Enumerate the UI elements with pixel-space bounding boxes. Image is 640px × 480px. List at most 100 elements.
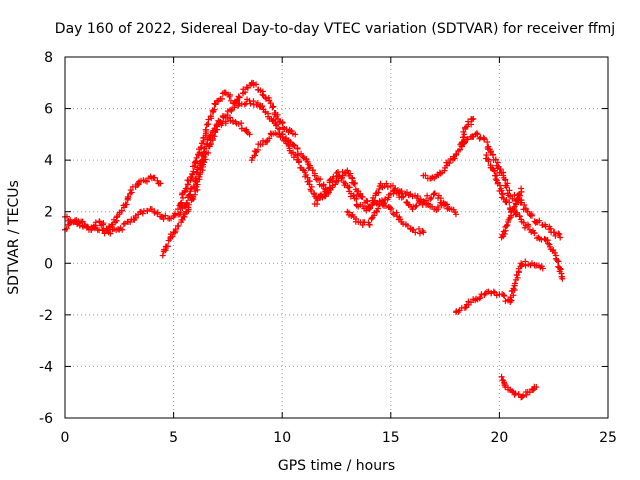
data-marker	[195, 173, 202, 180]
data-marker	[309, 167, 316, 174]
data-marker	[510, 285, 517, 292]
data-marker	[207, 113, 214, 120]
data-marker	[294, 144, 301, 151]
data-marker	[177, 209, 184, 216]
data-marker	[144, 207, 151, 214]
data-marker	[190, 183, 197, 190]
y-tick-label: -6	[39, 411, 53, 427]
series-trace-3	[159, 114, 253, 259]
data-marker	[235, 93, 242, 100]
data-point	[196, 149, 203, 156]
data-marker	[465, 118, 472, 125]
data-marker	[175, 223, 182, 230]
series-trace-5	[248, 130, 427, 237]
data-marker	[273, 121, 280, 128]
data-point	[420, 229, 427, 236]
data-marker	[413, 202, 420, 209]
data-marker	[390, 190, 397, 197]
data-marker	[290, 141, 297, 148]
data-marker	[285, 141, 292, 148]
data-marker	[556, 268, 563, 275]
data-marker	[143, 178, 150, 185]
data-marker	[177, 200, 184, 207]
data-marker	[377, 180, 384, 187]
data-marker	[501, 292, 508, 299]
data-marker	[461, 305, 468, 312]
data-marker	[205, 116, 212, 123]
data-marker	[555, 230, 562, 237]
data-marker	[473, 130, 480, 137]
data-marker	[467, 299, 474, 306]
data-marker	[242, 89, 249, 96]
data-marker	[541, 235, 548, 242]
series-trace-12	[452, 258, 546, 316]
x-tick-label: 0	[61, 430, 70, 446]
y-tick-label: -2	[39, 308, 53, 324]
data-marker	[119, 226, 126, 233]
data-marker	[125, 194, 132, 201]
data-marker	[374, 208, 381, 215]
data-marker	[555, 258, 562, 265]
data-point	[127, 219, 134, 226]
data-marker	[494, 159, 501, 166]
data-point	[292, 131, 299, 138]
data-marker	[164, 243, 171, 250]
plot-border	[64, 56, 609, 419]
data-points	[62, 79, 566, 401]
data-marker	[518, 394, 525, 401]
y-tick-label: 8	[44, 50, 53, 66]
data-marker	[416, 225, 423, 232]
data-marker	[468, 121, 475, 128]
y-axis-label: SDTVAR / TECUs	[6, 180, 22, 295]
data-point	[518, 185, 525, 192]
data-marker	[530, 386, 537, 393]
data-marker	[427, 196, 434, 203]
data-marker	[476, 295, 483, 302]
data-marker	[509, 388, 516, 395]
y-tick-labels: -6 -4 -2 0 2 4 6 8	[39, 50, 53, 427]
data-marker	[521, 201, 528, 208]
data-marker	[205, 149, 212, 156]
data-marker	[128, 189, 135, 196]
data-marker	[291, 142, 298, 149]
data-marker	[265, 110, 272, 117]
x-tick-label: 10	[273, 430, 291, 446]
data-marker	[430, 191, 437, 198]
data-marker	[531, 230, 538, 237]
data-marker	[183, 185, 190, 192]
data-marker	[422, 172, 429, 179]
data-point	[452, 211, 459, 218]
data-point	[279, 133, 286, 140]
data-marker	[512, 390, 519, 397]
series-trace-2	[62, 173, 164, 234]
data-marker	[522, 258, 529, 265]
data-marker	[339, 174, 346, 181]
data-marker	[212, 101, 219, 108]
data-marker	[118, 207, 125, 214]
x-tick-labels: 0 5 10 15 20 25	[61, 430, 617, 446]
data-marker	[412, 229, 419, 236]
data-marker	[456, 146, 463, 153]
data-marker	[498, 187, 505, 194]
data-marker	[79, 218, 86, 225]
series-trace-4	[174, 79, 299, 213]
data-marker	[288, 128, 295, 135]
data-marker	[186, 191, 193, 198]
data-marker	[100, 221, 107, 228]
data-marker	[179, 194, 186, 201]
data-marker	[446, 160, 453, 167]
data-marker	[270, 117, 277, 124]
data-marker	[493, 292, 500, 299]
data-marker	[218, 95, 225, 102]
data-marker	[529, 212, 536, 219]
data-marker	[518, 261, 525, 268]
x-tick-label: 20	[490, 430, 508, 446]
data-marker	[478, 291, 485, 298]
data-marker	[351, 180, 358, 187]
data-marker	[520, 392, 527, 399]
data-point	[559, 275, 566, 282]
data-marker	[106, 223, 113, 230]
data-marker	[201, 153, 208, 160]
data-marker	[317, 176, 324, 183]
data-marker	[185, 201, 192, 208]
